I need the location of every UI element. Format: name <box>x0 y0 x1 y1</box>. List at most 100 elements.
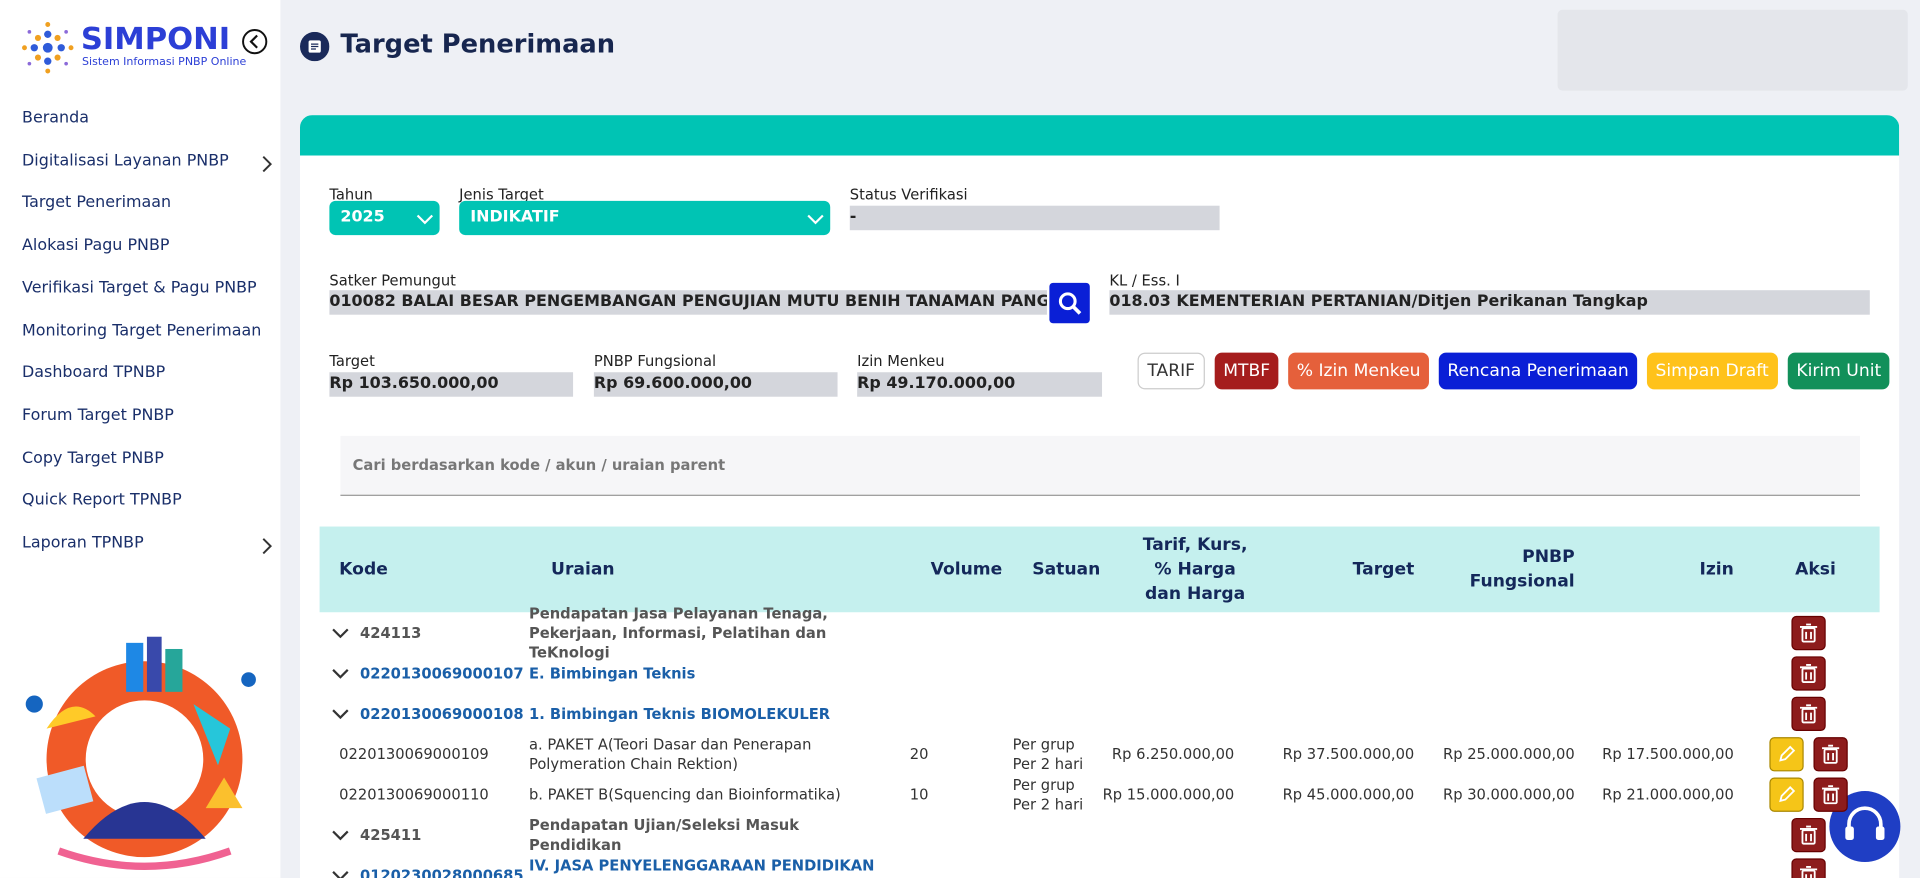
chevron[interactable] <box>331 866 351 878</box>
logo-icon <box>22 22 74 74</box>
action-button[interactable]: Rencana Penerimaan <box>1438 352 1638 390</box>
menu-item[interactable]: Verifikasi Target & Pagu PNBP <box>22 278 257 298</box>
cell-kode: 0220130069000110 <box>339 785 489 803</box>
title-icon <box>300 31 330 62</box>
cell-kode: 0120230028000685 <box>360 866 524 878</box>
cell-volume: 20 <box>909 745 929 763</box>
field-status: - <box>849 205 1220 231</box>
action-button[interactable]: Simpan Draft <box>1646 352 1778 390</box>
action-button[interactable]: TARIF <box>1137 352 1205 390</box>
table-row: 0220130069000107 E. Bimbingan Teknis <box>320 653 1880 693</box>
cell-kode: 0220130069000109 <box>339 745 489 763</box>
field-label: Satker Pemungut <box>329 271 456 289</box>
search-placeholder: Cari berdasarkan kode / akun / uraian pa… <box>352 456 726 474</box>
card <box>300 115 1900 878</box>
field-label: PNBP Fungsional <box>593 352 717 370</box>
cell-uraian: a. PAKET A(Teori Dasar dan Penerapan Pol… <box>528 735 812 773</box>
cell-uraian: Pendapatan Jasa Pelayanan Tenaga, Pekerj… <box>528 604 828 661</box>
menu-item[interactable]: Target Penerimaan <box>22 193 172 213</box>
delete-button[interactable] <box>1791 858 1826 878</box>
field-label: Target <box>329 352 375 370</box>
card-header <box>300 115 1900 156</box>
field-label: Tahun <box>329 186 373 204</box>
cell-kode: 0220130069000108 <box>360 704 524 722</box>
cell-pnbp: Rp 30.000.000,00 <box>1442 785 1575 803</box>
field-kl: 018.03 KEMENTERIAN PERTANIAN/Ditjen Peri… <box>1109 290 1870 315</box>
cell-uraian: E. Bimbingan Teknis <box>528 664 696 682</box>
cell-uraian: IV. JASA PENYELENGGARAAN PENDIDIKAN TING… <box>528 856 875 878</box>
cell-uraian: Pendapatan Ujian/Seleksi Masuk Pendidika… <box>528 816 800 853</box>
action-button[interactable]: % Izin Menkeu <box>1288 352 1430 390</box>
field-label: KL / Ess. I <box>1109 271 1180 289</box>
sidebar: SIMPONI Sistem Informasi PNBP Online <box>0 0 281 878</box>
delete-button[interactable] <box>1791 615 1826 651</box>
illustration <box>25 636 256 870</box>
table-header-cell: Tarif, Kurs, % Harga dan Harga <box>1142 535 1248 604</box>
cell-pnbp: Rp 25.000.000,00 <box>1442 745 1575 763</box>
menu-item[interactable]: Laporan TPNBP <box>22 533 144 553</box>
cell-izin: Rp 17.500.000,00 <box>1602 745 1734 763</box>
menu-item[interactable]: Dashboard TPNBP <box>22 363 166 383</box>
chevron[interactable] <box>415 209 435 229</box>
table-row: 0220130069000109 a. PAKET A(Teori Dasar d… <box>320 733 1880 773</box>
brand-tagline: Sistem Informasi PNBP Online <box>82 56 247 69</box>
table-header-cell: Satuan <box>1032 559 1101 580</box>
action-button[interactable]: MTBF <box>1214 352 1279 390</box>
edit-button[interactable] <box>1769 737 1804 772</box>
field-pnbp: Rp 69.600.000,00 <box>593 372 838 397</box>
chevron[interactable] <box>331 704 351 724</box>
menu-item[interactable]: Beranda <box>22 108 90 128</box>
field-target: Rp 103.650.000,00 <box>329 372 574 397</box>
menu-item[interactable]: Forum Target PNBP <box>22 406 174 425</box>
delete-button[interactable] <box>1813 777 1848 812</box>
delete-button[interactable] <box>1791 696 1826 732</box>
page-title: Target Penerimaan <box>340 29 616 59</box>
menu-item[interactable]: Digitalisasi Layanan PNBP <box>22 151 229 170</box>
delete-button[interactable] <box>1791 817 1826 853</box>
cell-satuan: Per grup Per 2 hari <box>1012 735 1084 773</box>
chevron[interactable] <box>331 623 351 643</box>
brand-name: SIMPONI <box>80 20 231 57</box>
cell-kode: 0220130069000107 <box>360 664 524 682</box>
cell-satuan: Per grup Per 2 hari <box>1012 775 1084 813</box>
table-header-cell: Aksi <box>1795 559 1836 580</box>
cell-kode: 424113 <box>360 623 422 642</box>
field-izin: Rp 49.170.000,00 <box>857 372 1103 397</box>
cell-tarif: Rp 6.250.000,00 <box>1111 745 1235 763</box>
chevron[interactable] <box>331 825 351 845</box>
field-satker: 010082 BALAI BESAR PENGEMBANGAN PENGUJIA… <box>329 290 1047 315</box>
table-row: 0220130069000110 b. PAKET B(Squencing dan… <box>320 774 1880 814</box>
menu-item[interactable]: Quick Report TPNBP <box>22 491 182 510</box>
chevron[interactable] <box>257 154 277 174</box>
select-jenis_target[interactable]: INDIKATIF <box>459 200 831 236</box>
delete-button[interactable] <box>1813 737 1848 772</box>
select-tahun[interactable]: 2025 <box>329 200 440 236</box>
search-button[interactable] <box>1049 282 1090 324</box>
cell-uraian: b. PAKET B(Squencing dan Bioinformatika) <box>528 785 841 803</box>
chevron[interactable] <box>331 664 351 684</box>
menu-item[interactable]: Copy Target PNBP <box>22 448 164 468</box>
chevron[interactable] <box>806 209 826 229</box>
edit-button[interactable] <box>1769 777 1804 812</box>
search-box[interactable]: Cari berdasarkan kode / akun / uraian pa… <box>340 435 1861 496</box>
field-label: Jenis Target <box>459 186 544 204</box>
cell-target: Rp 37.500.000,00 <box>1282 745 1415 763</box>
table-header <box>319 526 1880 613</box>
delete-button[interactable] <box>1791 656 1826 691</box>
menu-item[interactable]: Alokasi Pagu PNBP <box>22 236 170 255</box>
user-panel <box>1557 9 1908 91</box>
field-label: Status Verifikasi <box>849 186 968 204</box>
table-row: 0220130069000108 1. Bimbingan Teknis BIOM… <box>320 693 1880 733</box>
cell-target: Rp 45.000.000,00 <box>1282 785 1415 803</box>
menu-item[interactable]: Monitoring Target Penerimaan <box>22 321 262 340</box>
action-button[interactable]: Kirim Unit <box>1787 352 1890 390</box>
cell-volume: 10 <box>909 785 929 803</box>
table-header-cell: Kode <box>339 559 388 580</box>
table-header-cell: PNBP Fungsional <box>1469 547 1575 592</box>
collapse-button[interactable] <box>241 28 268 55</box>
chevron[interactable] <box>257 536 277 556</box>
table-row: 424113 Pendapatan Jasa Pelayanan Tenaga, … <box>320 604 1880 661</box>
table-header-cell: Uraian <box>551 559 615 580</box>
